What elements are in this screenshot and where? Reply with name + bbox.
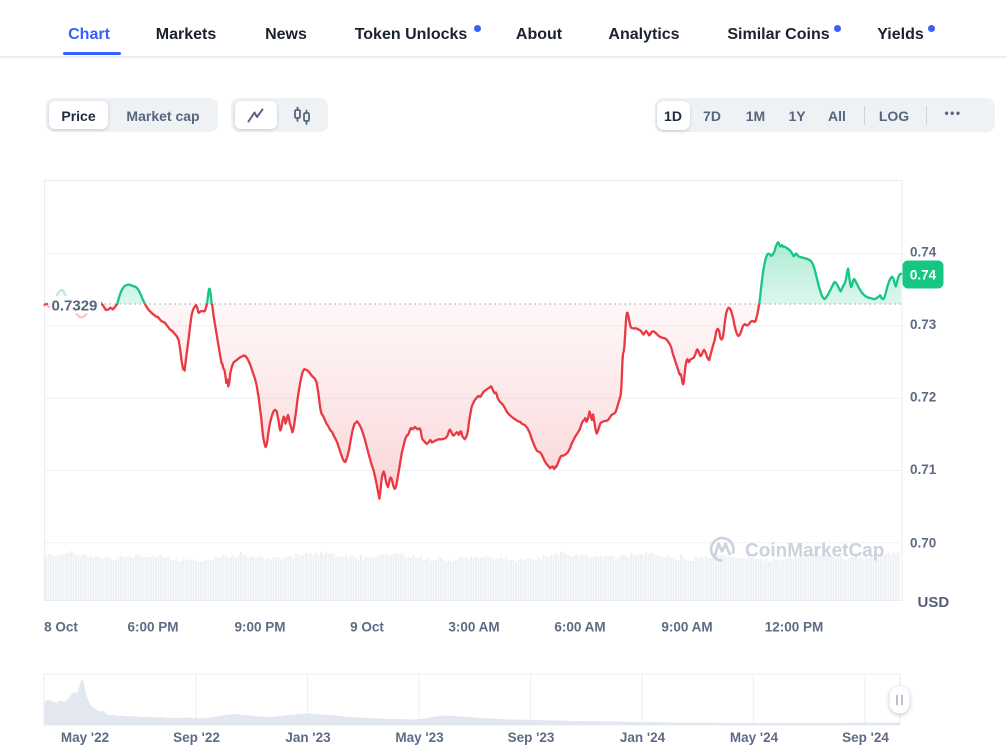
- svg-text:USD: USD: [918, 594, 950, 611]
- svg-text:0.73: 0.73: [910, 317, 937, 332]
- svg-text:6:00 AM: 6:00 AM: [554, 620, 605, 635]
- svg-text:Jan '23: Jan '23: [285, 730, 331, 745]
- svg-text:May '22: May '22: [61, 730, 109, 745]
- svg-text:CoinMarketCap: CoinMarketCap: [745, 541, 884, 562]
- svg-text:Sep '23: Sep '23: [508, 730, 555, 745]
- svg-text:3:00 AM: 3:00 AM: [448, 620, 499, 635]
- svg-text:0.74: 0.74: [910, 268, 937, 283]
- svg-text:8 Oct: 8 Oct: [44, 620, 78, 635]
- svg-text:0.70: 0.70: [910, 535, 936, 550]
- svg-text:9:00 PM: 9:00 PM: [234, 620, 285, 635]
- svg-text:6:00 PM: 6:00 PM: [127, 620, 178, 635]
- svg-text:0.7329: 0.7329: [52, 298, 98, 315]
- svg-text:0.72: 0.72: [910, 390, 936, 405]
- svg-text:0.74: 0.74: [910, 245, 937, 260]
- svg-text:Sep '22: Sep '22: [173, 730, 220, 745]
- svg-text:Sep '24: Sep '24: [842, 730, 889, 745]
- svg-text:Jan '24: Jan '24: [620, 730, 666, 745]
- svg-text:0.71: 0.71: [910, 462, 937, 477]
- svg-text:9:00 AM: 9:00 AM: [661, 620, 712, 635]
- svg-text:12:00 PM: 12:00 PM: [765, 620, 824, 635]
- svg-text:May '24: May '24: [730, 730, 779, 745]
- svg-text:9 Oct: 9 Oct: [350, 620, 384, 635]
- svg-text:May '23: May '23: [395, 730, 444, 745]
